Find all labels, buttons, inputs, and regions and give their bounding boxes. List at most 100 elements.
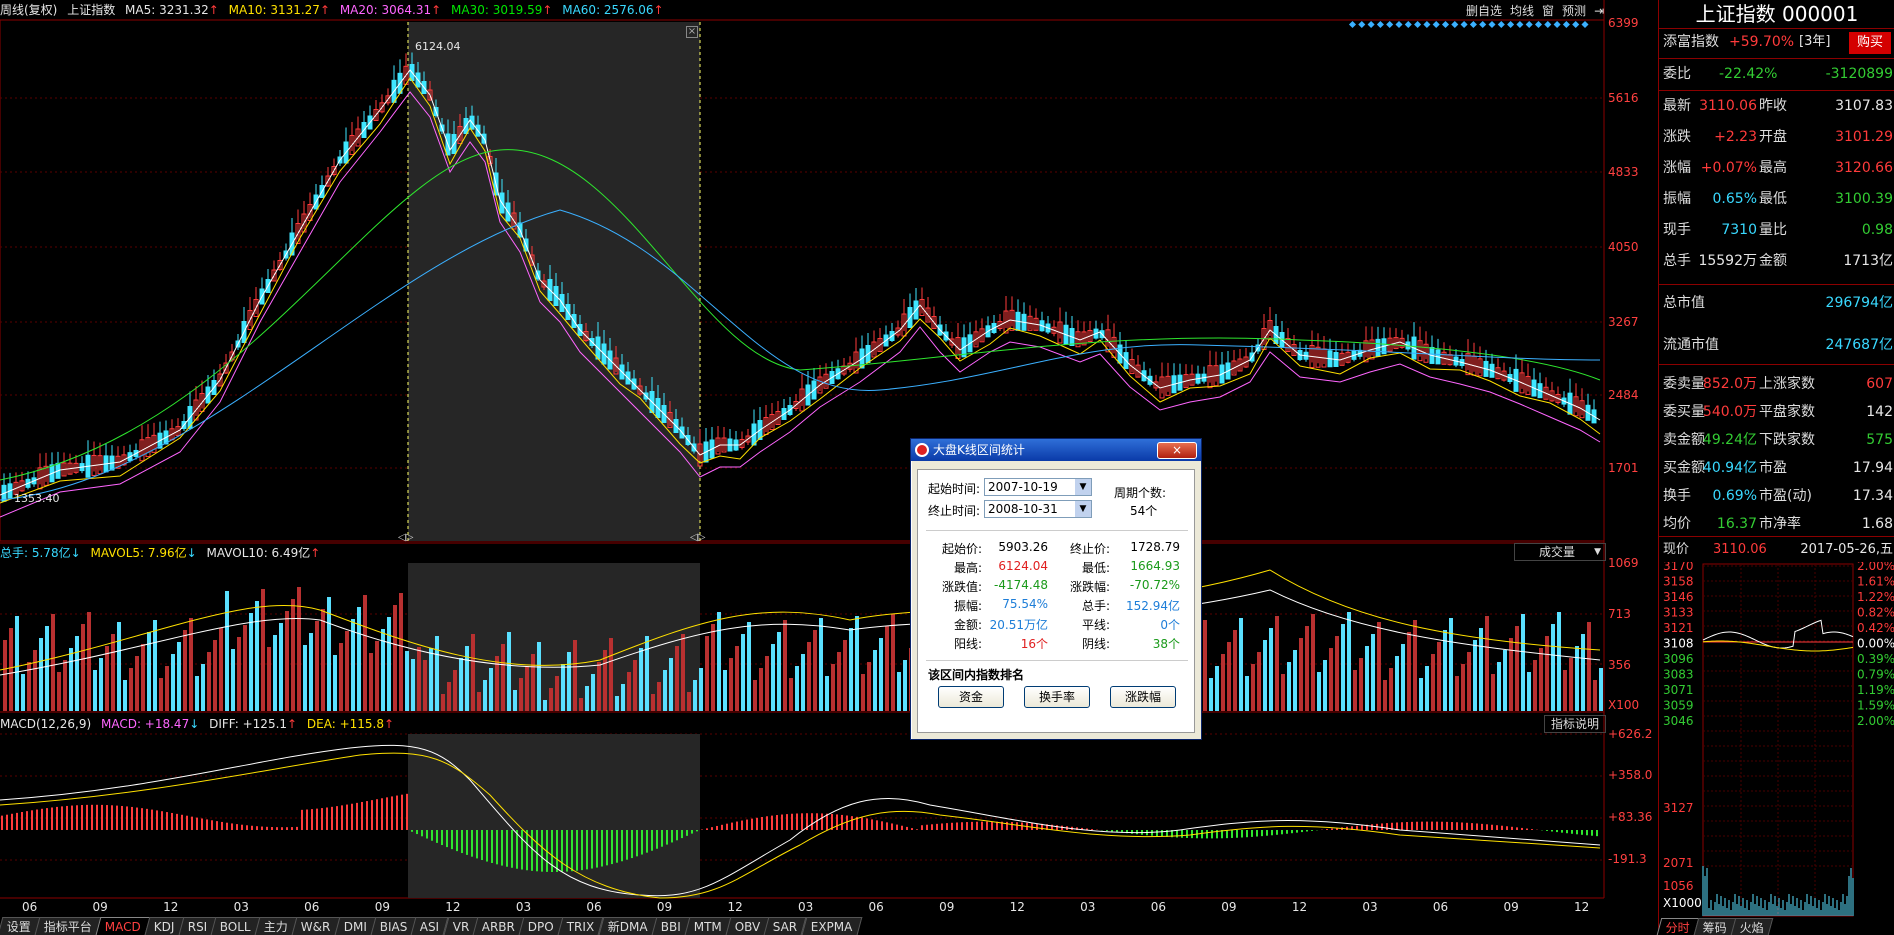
volume-bar — [1215, 666, 1219, 711]
diff-value: DIFF: +125.1 — [209, 717, 288, 731]
indicator-tab[interactable]: MACD — [95, 917, 151, 935]
close-button[interactable]: × — [1157, 442, 1197, 459]
volume-bar — [831, 664, 835, 711]
volume-bar — [699, 668, 703, 711]
indicator-tab[interactable]: DMI — [334, 917, 377, 935]
close-selection-icon[interactable]: × — [686, 26, 698, 38]
volume-bar — [399, 593, 403, 711]
volume-bar — [723, 670, 727, 711]
volume-bar — [1443, 630, 1447, 711]
volume-bar — [231, 649, 235, 711]
volume-bar — [1353, 670, 1357, 711]
event-marker-icon — [1497, 20, 1505, 29]
macd-dea-line — [0, 752, 1601, 899]
volume-bar — [687, 692, 691, 711]
start-time-select[interactable]: 2007-10-19 ▼ — [984, 478, 1092, 496]
quote-label: 下跌家数 — [1759, 432, 1815, 448]
intraday-avg-line — [1702, 640, 1854, 652]
intraday-tab[interactable]: 筹码 — [1693, 918, 1737, 935]
indicator-tab[interactable]: 指标平台 — [34, 917, 102, 935]
candle-body — [223, 362, 229, 374]
volume-bar — [1515, 626, 1519, 711]
candle-body — [1543, 386, 1549, 400]
volume-bar — [405, 651, 409, 711]
candle-body — [637, 385, 643, 395]
volume-bar — [87, 612, 91, 711]
volume-bar — [1401, 644, 1405, 711]
indicator-select[interactable]: 成交量 ▼ — [1514, 543, 1606, 561]
candle-body — [1243, 356, 1249, 368]
chart-canvas[interactable]: ◁▷ ◁▷ — [0, 0, 1658, 935]
ma-line — [0, 91, 1601, 518]
quote-label: 委卖量 — [1663, 376, 1705, 392]
candle-body — [1267, 320, 1273, 340]
volume-bar — [621, 684, 625, 711]
tianfu-period: [3年] — [1799, 34, 1831, 49]
remove-watchlist-button[interactable]: 删自选 — [1466, 4, 1503, 18]
time-axis-label: 03 — [233, 900, 249, 914]
candle-body — [1165, 375, 1171, 396]
volume-bar — [633, 660, 637, 711]
volume-bar — [1479, 628, 1483, 711]
buy-button[interactable]: 购买 — [1849, 32, 1891, 54]
rank-turnover-button[interactable]: 换手率 — [1024, 686, 1090, 708]
period-label[interactable]: 周线(复权) — [0, 3, 58, 17]
volume-bar — [759, 668, 763, 711]
volume-bar — [1239, 618, 1243, 711]
indicator-tab[interactable]: BIAS — [370, 917, 417, 935]
volume-bar — [1557, 612, 1561, 711]
window-button[interactable]: 窗 — [1542, 4, 1555, 18]
indicator-tab[interactable]: DPO — [518, 917, 564, 935]
macd-axis-label: +358.0 — [1608, 768, 1653, 782]
indicator-tab[interactable]: ARBR — [472, 917, 525, 935]
quote-label: 最低 — [1759, 191, 1787, 207]
candle-body — [739, 439, 745, 448]
volume-bar — [879, 638, 883, 711]
volume-bar — [369, 653, 373, 711]
indicator-tab[interactable]: TRIX — [557, 917, 605, 935]
end-time-select[interactable]: 2008-10-31 ▼ — [984, 500, 1092, 518]
up-arrow-icon: ↑ — [287, 717, 298, 731]
candle-body — [511, 212, 517, 230]
mavol10-value: MAVOL10: 6.49亿 — [206, 546, 311, 560]
indicator-tab-label: OBV — [734, 920, 760, 934]
indicator-tab[interactable]: 新DMA — [598, 917, 657, 935]
quote-row: 换手 0.69% 市盈(动) 17.34 — [1659, 484, 1894, 512]
intraday-tab[interactable]: 火焰 — [1730, 918, 1774, 935]
indicator-tab[interactable]: MTM — [684, 917, 732, 935]
intraday-tab[interactable]: 分时 — [1656, 918, 1700, 935]
candle-body — [1231, 360, 1237, 376]
indicator-tab[interactable]: 主力 — [254, 917, 298, 935]
indicator-tab[interactable]: EXPMA — [801, 917, 862, 935]
volume-bar — [663, 670, 667, 711]
indicator-tab[interactable]: OBV — [725, 917, 770, 935]
intraday-tab-label: 筹码 — [1702, 921, 1727, 935]
indicator-help-button[interactable]: 指标说明 — [1544, 715, 1607, 733]
indicator-tab[interactable]: BOLL — [210, 917, 261, 935]
volume-bar — [1359, 658, 1363, 711]
candle-body — [667, 412, 673, 428]
candle-body — [1105, 329, 1111, 353]
ma10-value: MA10: 3131.27 — [228, 3, 320, 17]
volume-bar — [195, 676, 199, 711]
exit-icon[interactable]: ⇥ — [1594, 4, 1605, 18]
rank-change-button[interactable]: 涨跌幅 — [1110, 686, 1176, 708]
candle-body — [1081, 331, 1087, 346]
stat-label: 涨跌幅: — [1069, 580, 1110, 594]
volume-bar — [453, 670, 457, 711]
quote-value: 3100.39 — [1835, 191, 1893, 207]
indicator-tab[interactable]: SAR — [763, 917, 807, 935]
indicator-tab[interactable]: W&R — [291, 917, 341, 935]
event-marker-icon — [1572, 20, 1580, 29]
candle-body — [1579, 400, 1585, 419]
forecast-button[interactable]: 预测 — [1562, 4, 1587, 18]
intraday-axis-label: 2.00% — [1857, 562, 1894, 573]
stat-label: 涨跌值: — [941, 580, 982, 594]
ma-button[interactable]: 均线 — [1510, 4, 1535, 18]
volume-bar — [165, 666, 169, 711]
dialog-titlebar[interactable]: 大盘K线区间统计 × — [911, 439, 1201, 461]
rank-capital-button[interactable]: 资金 — [938, 686, 1004, 708]
volume-bar — [1293, 650, 1297, 711]
quote-value: 17.94 — [1852, 460, 1893, 476]
